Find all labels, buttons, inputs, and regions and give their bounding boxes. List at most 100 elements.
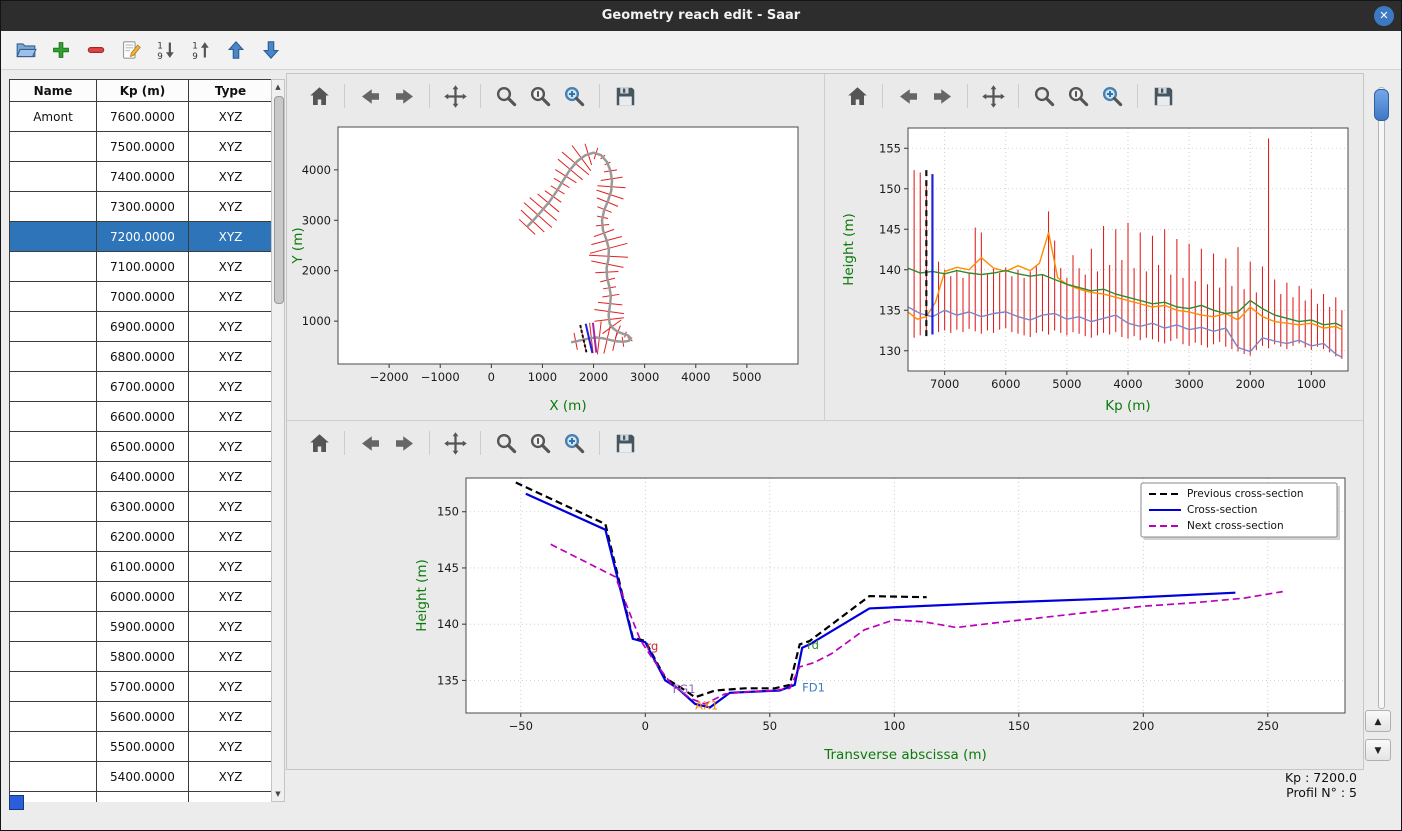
cell-type[interactable]: XYZ (188, 551, 273, 582)
table-row[interactable]: 6300.0000 XYZ (9, 491, 273, 522)
cell-type[interactable]: XYZ (188, 701, 273, 732)
cell-kp[interactable]: 5700.0000 (96, 671, 189, 702)
cell-type[interactable]: XYZ (188, 101, 273, 132)
table-row[interactable]: 5400.0000 XYZ (9, 761, 273, 792)
scrollbar-up-icon[interactable]: ▲ (275, 83, 281, 91)
cell-type[interactable]: XYZ (188, 221, 273, 252)
cell-name[interactable] (9, 611, 97, 642)
zoom-button[interactable] (492, 82, 520, 110)
cell-kp[interactable]: 7000.0000 (96, 281, 189, 312)
cell-kp[interactable]: 5500.0000 (96, 731, 189, 762)
table-row[interactable]: 6600.0000 XYZ (9, 401, 273, 432)
cell-name[interactable] (9, 251, 97, 282)
profile-up-button[interactable]: ▲ (1365, 710, 1391, 732)
cell-name[interactable] (9, 311, 97, 342)
cell-name[interactable] (9, 191, 97, 222)
cell-type[interactable]: XYZ (188, 431, 273, 462)
cell-name[interactable] (9, 641, 97, 672)
zoom-button[interactable] (1030, 82, 1058, 110)
cell-name[interactable] (9, 521, 97, 552)
cell-type[interactable]: XYZ (188, 251, 273, 282)
cell-kp[interactable]: 5900.0000 (96, 611, 189, 642)
cell-name[interactable] (9, 431, 97, 462)
cell-name[interactable] (9, 161, 97, 192)
cell-kp[interactable]: 6000.0000 (96, 581, 189, 612)
cell-kp[interactable]: 6500.0000 (96, 431, 189, 462)
back-button[interactable] (356, 82, 384, 110)
cell-name[interactable] (9, 281, 97, 312)
cell-type[interactable]: XYZ (188, 341, 273, 372)
table-row[interactable]: 6800.0000 XYZ (9, 341, 273, 372)
cell-kp[interactable]: 7300.0000 (96, 191, 189, 222)
profile-slider-track[interactable] (1378, 87, 1385, 709)
table-row[interactable]: 5500.0000 XYZ (9, 731, 273, 762)
zoom-config-button[interactable] (526, 82, 554, 110)
cell-kp[interactable]: 7200.0000 (96, 221, 189, 252)
open-file-button[interactable] (13, 37, 39, 63)
add-profile-button[interactable] (48, 37, 74, 63)
plan-view-chart[interactable]: −2000 −1000 0 1000 2000 3000 4000 5000 1000 2000 3… (288, 118, 824, 420)
cell-kp[interactable]: 6700.0000 (96, 371, 189, 402)
cell-type[interactable]: XYZ (188, 791, 273, 802)
cell-name[interactable] (9, 341, 97, 372)
home-button[interactable] (305, 429, 333, 457)
table-row[interactable]: 6100.0000 XYZ (9, 551, 273, 582)
cell-name[interactable] (9, 461, 97, 492)
cell-type[interactable]: XYZ (188, 161, 273, 192)
cell-type[interactable]: XYZ (188, 761, 273, 792)
cell-name[interactable] (9, 371, 97, 402)
cell-type[interactable]: XYZ (188, 611, 273, 642)
table-row[interactable]: 5700.0000 XYZ (9, 671, 273, 702)
move-up-button[interactable] (223, 37, 249, 63)
column-header-name[interactable]: Name (9, 79, 97, 102)
cell-kp[interactable]: 7400.0000 (96, 161, 189, 192)
cell-name[interactable]: Amont (9, 101, 97, 132)
save-button[interactable] (611, 82, 639, 110)
table-row[interactable]: 5900.0000 XYZ (9, 611, 273, 642)
home-button[interactable] (843, 82, 871, 110)
cell-type[interactable]: XYZ (188, 281, 273, 312)
cell-name[interactable] (9, 701, 97, 732)
cell-name[interactable] (9, 401, 97, 432)
cell-name[interactable] (9, 581, 97, 612)
table-row[interactable]: 7000.0000 XYZ (9, 281, 273, 312)
cross-section-chart[interactable]: −50 0 50 100 150 200 250 135 140 145 150 Transverse… (288, 465, 1362, 769)
longitudinal-profile-chart[interactable]: 7000 6000 5000 4000 3000 2000 1000 130 135 140 145… (827, 118, 1363, 420)
save-button[interactable] (611, 429, 639, 457)
cell-name[interactable] (9, 551, 97, 582)
back-button[interactable] (356, 429, 384, 457)
pan-button[interactable] (441, 82, 469, 110)
cell-kp[interactable]: 6800.0000 (96, 341, 189, 372)
cell-type[interactable]: XYZ (188, 641, 273, 672)
table-row[interactable]: 7300.0000 XYZ (9, 191, 273, 222)
scrollbar-down-icon[interactable]: ▼ (275, 790, 281, 798)
cell-kp[interactable]: 7500.0000 (96, 131, 189, 162)
table-row[interactable]: 6700.0000 XYZ (9, 371, 273, 402)
cell-kp[interactable]: 5800.0000 (96, 641, 189, 672)
cell-kp[interactable]: 6100.0000 (96, 551, 189, 582)
zoom-extents-button[interactable] (560, 429, 588, 457)
close-button[interactable]: ✕ (1374, 6, 1394, 26)
table-row[interactable]: 5600.0000 XYZ (9, 701, 273, 732)
cell-type[interactable]: XYZ (188, 191, 273, 222)
forward-button[interactable] (928, 82, 956, 110)
scrollbar-thumb[interactable] (274, 96, 284, 304)
cell-kp[interactable]: 6200.0000 (96, 521, 189, 552)
cell-name[interactable] (9, 731, 97, 762)
cell-name[interactable] (9, 131, 97, 162)
cell-type[interactable]: XYZ (188, 671, 273, 702)
cell-type[interactable]: XYZ (188, 731, 273, 762)
table-row[interactable]: 6500.0000 XYZ (9, 431, 273, 462)
table-row[interactable]: 6900.0000 XYZ (9, 311, 273, 342)
table-row[interactable]: 5800.0000 XYZ (9, 641, 273, 672)
zoom-button[interactable] (492, 429, 520, 457)
cell-kp[interactable]: 6300.0000 (96, 491, 189, 522)
cell-kp[interactable]: 5300.0000 (96, 791, 189, 802)
table-row[interactable]: 7400.0000 XYZ (9, 161, 273, 192)
table-row[interactable]: 7100.0000 XYZ (9, 251, 273, 282)
forward-button[interactable] (390, 82, 418, 110)
cell-type[interactable]: XYZ (188, 461, 273, 492)
